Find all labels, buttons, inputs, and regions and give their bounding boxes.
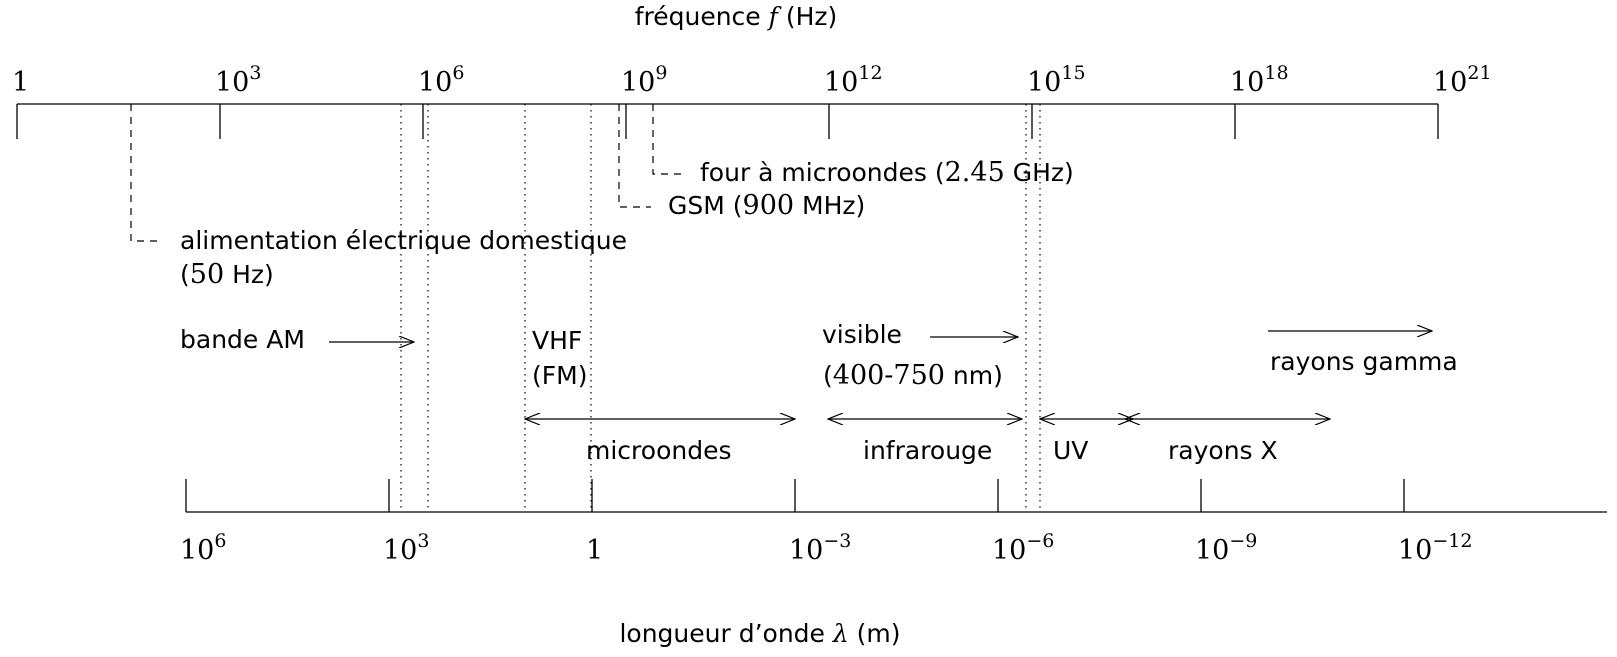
domestic-power-label-line2: (50 Hz) [180, 259, 274, 290]
frequency-tick-label: 103 [215, 62, 261, 98]
frequency-tick-label: 109 [621, 62, 667, 98]
wavelength-ticks: 106 103 1 10−3 10−6 10−9 10−12 [180, 479, 1472, 566]
gsm-leader [618, 104, 651, 208]
visible-label-line2: (400-750 nm) [823, 360, 1003, 391]
wavelength-tick-label: 10−12 [1398, 530, 1472, 566]
vhf-label-line2: (FM) [532, 361, 587, 390]
rayons-x-label: rayons X [1168, 436, 1278, 465]
gsm-label: GSM (900 MHz) [668, 190, 865, 221]
domestic-power-leader [130, 104, 161, 242]
frequency-tick-label: 1012 [824, 62, 883, 98]
microwave-oven-label: four à microondes (2.45 GHz) [700, 157, 1074, 188]
wavelength-tick-label: 10−6 [992, 530, 1054, 566]
frequency-ticks: 1 103 106 109 1012 1015 1018 1021 [12, 62, 1492, 139]
wavelength-tick-label: 10−9 [1195, 530, 1257, 566]
microwave-oven-leader [652, 104, 684, 175]
infrarouge-label: infrarouge [863, 436, 992, 465]
uv-label: UV [1053, 436, 1088, 465]
frequency-tick-label: 1018 [1230, 62, 1289, 98]
frequency-tick-label: 1 [12, 67, 29, 98]
microondes-label: microondes [586, 436, 731, 465]
frequency-tick-label: 1021 [1433, 62, 1492, 98]
gamma-label: rayons gamma [1270, 347, 1458, 376]
domestic-power-label-line1: alimentation électrique domestique [180, 226, 627, 255]
wavelength-axis-title: longueur d’onde λ (m) [619, 619, 900, 648]
frequency-tick-label: 106 [418, 62, 464, 98]
wavelength-tick-label: 106 [180, 530, 226, 566]
visible-label-line1: visible [822, 320, 902, 349]
vhf-label-line1: VHF [532, 326, 582, 355]
wavelength-tick-label: 1 [586, 535, 603, 566]
wavelength-tick-label: 10−3 [789, 530, 851, 566]
frequency-axis-title: fréquence f (Hz) [635, 2, 838, 31]
am-band-label: bande AM [180, 325, 305, 354]
frequency-tick-label: 1015 [1027, 62, 1086, 98]
wavelength-tick-label: 103 [383, 530, 429, 566]
